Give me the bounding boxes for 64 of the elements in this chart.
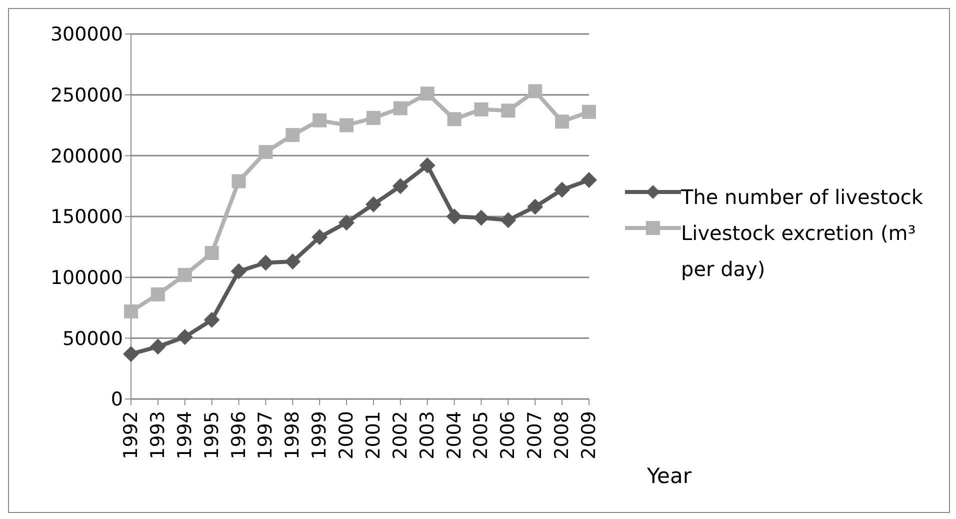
- point: [582, 104, 596, 119]
- x-axis-title: Year: [647, 464, 692, 488]
- x-tick-label: 2004: [443, 411, 466, 460]
- point: [312, 229, 328, 246]
- point: [446, 208, 462, 224]
- x-tick-label: 1992: [120, 411, 142, 460]
- point: [286, 128, 300, 142]
- point: [176, 328, 193, 345]
- point: [501, 104, 516, 118]
- y-tick-label: 300000: [50, 24, 123, 46]
- point: [204, 246, 219, 260]
- point: [150, 338, 166, 355]
- x-tick-label: 2009: [578, 411, 600, 460]
- point: [284, 254, 301, 270]
- x-tick-label: 1995: [200, 411, 223, 460]
- x-tick-label: 1998: [282, 411, 304, 460]
- point: [419, 157, 436, 174]
- point: [366, 110, 380, 125]
- point: [312, 113, 327, 128]
- x-tick-label: 2001: [362, 411, 384, 460]
- point: [258, 254, 274, 271]
- x-tick-label: 2006: [497, 411, 520, 460]
- legend-label: The number of livestock: [681, 184, 924, 211]
- point: [554, 182, 570, 198]
- y-tick-label: 250000: [50, 84, 123, 107]
- point: [258, 145, 273, 160]
- legend-label: Livestock excretion (m³ per day): [681, 220, 917, 283]
- point: [338, 214, 355, 231]
- point: [232, 174, 246, 188]
- point: [581, 172, 597, 188]
- point: [420, 86, 434, 101]
- point: [528, 84, 542, 98]
- y-tick-label: 100000: [50, 267, 123, 290]
- x-tick-label: 2007: [524, 411, 546, 460]
- point: [204, 312, 220, 328]
- point: [150, 287, 165, 302]
- point: [392, 178, 408, 194]
- x-tick-label: 2008: [551, 411, 574, 460]
- x-tick-label: 1997: [254, 411, 277, 460]
- x-tick-label: 2002: [389, 411, 412, 460]
- point: [393, 101, 408, 116]
- point: [555, 114, 570, 129]
- x-tick-label: 2005: [470, 411, 492, 460]
- x-tick-label: 1996: [228, 411, 250, 460]
- point: [447, 112, 462, 126]
- y-tick-label: 200000: [50, 145, 123, 168]
- point: [178, 268, 192, 282]
- x-tick-label: 1999: [308, 411, 331, 460]
- point: [474, 102, 488, 116]
- point: [124, 304, 138, 318]
- x-tick-label: 2003: [416, 411, 438, 460]
- y-tick-label: 150000: [50, 206, 123, 228]
- point: [500, 212, 516, 228]
- y-tick-label: 50000: [62, 328, 123, 350]
- point: [473, 210, 490, 226]
- point: [527, 198, 544, 215]
- x-tick-label: 1994: [174, 411, 196, 460]
- point: [123, 346, 139, 362]
- point: [340, 118, 354, 132]
- point: [365, 196, 382, 212]
- x-tick-label: 1993: [146, 411, 169, 460]
- point: [230, 263, 247, 280]
- y-tick-label: 0: [110, 388, 123, 411]
- x-tick-label: 2000: [336, 411, 358, 460]
